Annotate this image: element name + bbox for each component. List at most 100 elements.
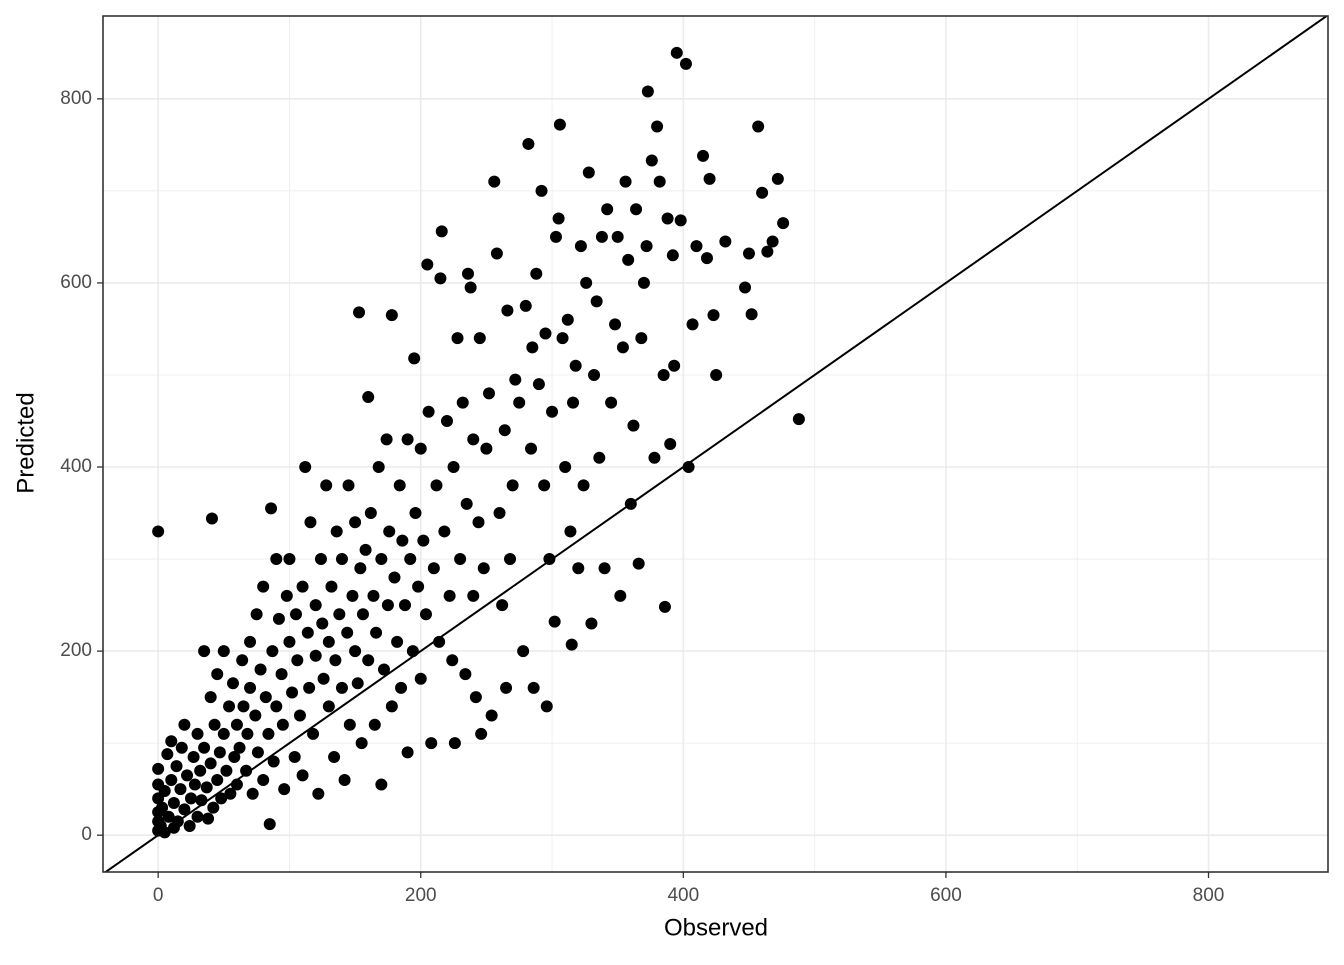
- point: [270, 700, 283, 713]
- point: [198, 645, 211, 658]
- point: [174, 783, 187, 796]
- point: [483, 387, 496, 400]
- point: [412, 580, 425, 593]
- point: [262, 727, 275, 740]
- point: [548, 615, 561, 628]
- y-tick-label: 800: [60, 88, 92, 109]
- point: [301, 626, 314, 639]
- point: [447, 461, 460, 474]
- point: [266, 645, 279, 658]
- point: [396, 534, 409, 547]
- point: [532, 378, 545, 391]
- point: [213, 746, 226, 759]
- point: [233, 741, 246, 754]
- point: [425, 737, 438, 750]
- point: [616, 341, 629, 354]
- point: [605, 396, 618, 409]
- point: [184, 792, 197, 805]
- reference-line: [103, 16, 1328, 872]
- point: [362, 654, 375, 667]
- point: [377, 663, 390, 676]
- point: [346, 589, 359, 602]
- point: [651, 120, 664, 133]
- point: [488, 175, 501, 188]
- point: [200, 781, 213, 794]
- point: [375, 778, 388, 791]
- point: [464, 281, 477, 294]
- point: [259, 691, 272, 704]
- point: [590, 295, 603, 308]
- point: [372, 461, 385, 474]
- point: [228, 750, 241, 763]
- point: [462, 267, 475, 280]
- point: [296, 769, 309, 782]
- point: [434, 272, 447, 285]
- point: [191, 810, 204, 823]
- point: [249, 709, 262, 722]
- point: [661, 212, 674, 225]
- point: [325, 580, 338, 593]
- point: [448, 737, 461, 750]
- point: [475, 727, 488, 740]
- point: [320, 479, 333, 492]
- point: [211, 773, 224, 786]
- point: [552, 212, 565, 225]
- point: [283, 635, 296, 648]
- point: [220, 764, 233, 777]
- point: [385, 700, 398, 713]
- point: [257, 773, 270, 786]
- point: [632, 557, 645, 570]
- point: [472, 516, 485, 529]
- points: [152, 46, 805, 839]
- point: [459, 668, 472, 681]
- point: [460, 497, 473, 510]
- point: [204, 691, 217, 704]
- point: [707, 309, 720, 322]
- point: [401, 746, 414, 759]
- point: [630, 203, 643, 216]
- point: [349, 516, 362, 529]
- y-tick-label: 200: [60, 640, 92, 661]
- point: [383, 525, 396, 538]
- point: [299, 461, 312, 474]
- point: [559, 461, 572, 474]
- point: [283, 553, 296, 566]
- x-tick-label: 600: [930, 885, 962, 906]
- point: [670, 46, 683, 59]
- point: [588, 368, 601, 381]
- point: [353, 306, 366, 319]
- point: [161, 748, 174, 761]
- point: [217, 727, 230, 740]
- point: [165, 735, 178, 748]
- point: [391, 635, 404, 648]
- point: [414, 442, 427, 455]
- point: [303, 681, 316, 694]
- point: [530, 267, 543, 280]
- point: [700, 252, 713, 265]
- point: [498, 424, 511, 437]
- point: [635, 332, 648, 345]
- point: [569, 359, 582, 372]
- point: [406, 645, 419, 658]
- point: [167, 796, 180, 809]
- point: [454, 553, 467, 566]
- point: [393, 479, 406, 492]
- point: [270, 553, 283, 566]
- point: [435, 225, 448, 238]
- point: [679, 57, 692, 70]
- point: [329, 654, 342, 667]
- point: [739, 281, 752, 294]
- point: [553, 118, 566, 131]
- point: [433, 635, 446, 648]
- point: [162, 810, 175, 823]
- point: [766, 235, 779, 248]
- point: [427, 562, 440, 575]
- point: [653, 175, 666, 188]
- point: [312, 787, 325, 800]
- point: [342, 479, 355, 492]
- point: [467, 433, 480, 446]
- point: [191, 727, 204, 740]
- point: [619, 175, 632, 188]
- point: [585, 617, 598, 630]
- point: [561, 313, 574, 326]
